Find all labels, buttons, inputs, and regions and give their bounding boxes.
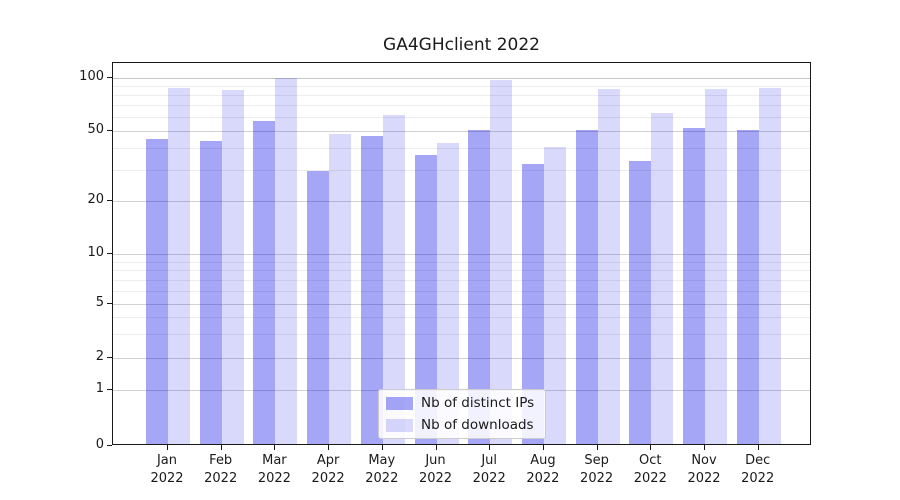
gridline-minor <box>113 170 810 172</box>
ytick-mark <box>107 253 112 254</box>
bar-downloads <box>275 77 298 444</box>
plot-area <box>112 62 811 445</box>
bar-distinct-ips <box>575 129 598 444</box>
xtick-label: Feb 2022 <box>204 453 238 486</box>
bar-distinct-ips <box>683 127 705 444</box>
gridline-minor <box>113 334 810 336</box>
bar-downloads <box>382 115 405 444</box>
ytick-mark <box>107 357 112 358</box>
xtick-mark <box>650 445 652 450</box>
xtick-mark <box>704 445 705 450</box>
xtick-mark <box>274 445 276 450</box>
legend-label-downloads: Nb of downloads <box>421 417 534 433</box>
legend-swatch-distinct-ips <box>386 396 413 410</box>
gridline-major <box>113 131 810 132</box>
gridline-major <box>113 358 810 359</box>
legend-item-distinct-ips: Nb of distinct IPs <box>386 395 545 411</box>
xtick-label: Apr 2022 <box>311 453 345 486</box>
gridline-minor <box>113 261 810 263</box>
bar-downloads <box>436 142 459 444</box>
ytick-mark <box>107 303 112 304</box>
ytick-label: 0 <box>95 436 104 452</box>
xtick-mark <box>328 445 330 450</box>
legend: Nb of distinct IPs Nb of downloads <box>378 389 546 439</box>
ytick-mark <box>107 388 112 390</box>
xtick-label: Dec 2022 <box>741 453 775 486</box>
ytick-mark <box>107 200 112 201</box>
ytick-label: 20 <box>87 192 104 207</box>
ytick-label: 10 <box>87 245 104 260</box>
xtick-mark <box>596 445 598 450</box>
xtick-mark <box>220 445 222 450</box>
xtick-label: Jun 2022 <box>418 453 453 486</box>
bar-downloads <box>329 134 352 444</box>
xtick-label: Sep 2022 <box>580 453 614 486</box>
gridline-major <box>113 254 810 255</box>
gridline-minor <box>113 270 810 272</box>
xtick-label: Oct 2022 <box>633 453 667 486</box>
ytick-label: 1 <box>95 380 104 396</box>
gridline-minor <box>113 290 810 292</box>
bar-downloads <box>543 146 566 444</box>
xtick-label: Aug 2022 <box>526 453 560 486</box>
ytick-label: 50 <box>87 122 104 137</box>
xtick-mark <box>489 445 491 450</box>
xtick-label: Mar 2022 <box>257 453 291 486</box>
ytick-mark <box>107 76 112 78</box>
bar-downloads <box>490 79 513 444</box>
bar-distinct-ips <box>253 120 276 444</box>
chart-title: GA4GHclient 2022 <box>383 35 540 55</box>
gridline-minor <box>113 317 810 319</box>
gridline-major <box>113 201 810 202</box>
bar-downloads <box>651 112 674 444</box>
bar-distinct-ips <box>199 141 222 444</box>
bar-downloads <box>168 87 190 444</box>
legend-item-downloads: Nb of downloads <box>386 417 545 433</box>
bar-distinct-ips <box>360 135 383 444</box>
bar-downloads <box>758 87 781 444</box>
gridline-minor <box>113 116 810 118</box>
bar-distinct-ips <box>736 129 759 444</box>
ytick-mark <box>107 130 112 131</box>
ytick-label: 5 <box>95 295 104 310</box>
bar-distinct-ips <box>414 154 437 444</box>
xtick-label: Jan 2022 <box>150 453 184 486</box>
xtick-mark <box>435 445 437 450</box>
gridline-minor <box>113 148 810 150</box>
bar-distinct-ips <box>521 163 544 444</box>
gridline-minor <box>113 94 810 96</box>
gridline-minor <box>113 279 810 281</box>
bar-downloads <box>597 89 620 444</box>
legend-swatch-downloads <box>386 418 413 432</box>
ytick-label: 100 <box>79 68 104 84</box>
xtick-label: Jul 2022 <box>472 453 506 486</box>
bar-distinct-ips <box>146 139 168 444</box>
legend-label-distinct-ips: Nb of distinct IPs <box>421 395 535 411</box>
ytick-mark <box>107 444 112 446</box>
xtick-mark <box>167 445 168 450</box>
ytick-label: 2 <box>95 349 104 364</box>
gridline-major <box>113 304 810 305</box>
bar-distinct-ips <box>629 161 652 444</box>
gridline-minor <box>113 105 810 107</box>
gridline-minor <box>113 85 810 87</box>
bar-downloads <box>221 90 244 444</box>
bar-distinct-ips <box>307 171 330 444</box>
xtick-label: Nov 2022 <box>687 453 721 486</box>
xtick-label: May 2022 <box>365 453 399 486</box>
bar-distinct-ips <box>468 129 491 444</box>
gridline-major <box>113 77 810 79</box>
bar-downloads <box>705 88 727 444</box>
xtick-mark <box>542 445 544 450</box>
xtick-mark <box>757 445 759 450</box>
xtick-mark <box>381 445 383 450</box>
